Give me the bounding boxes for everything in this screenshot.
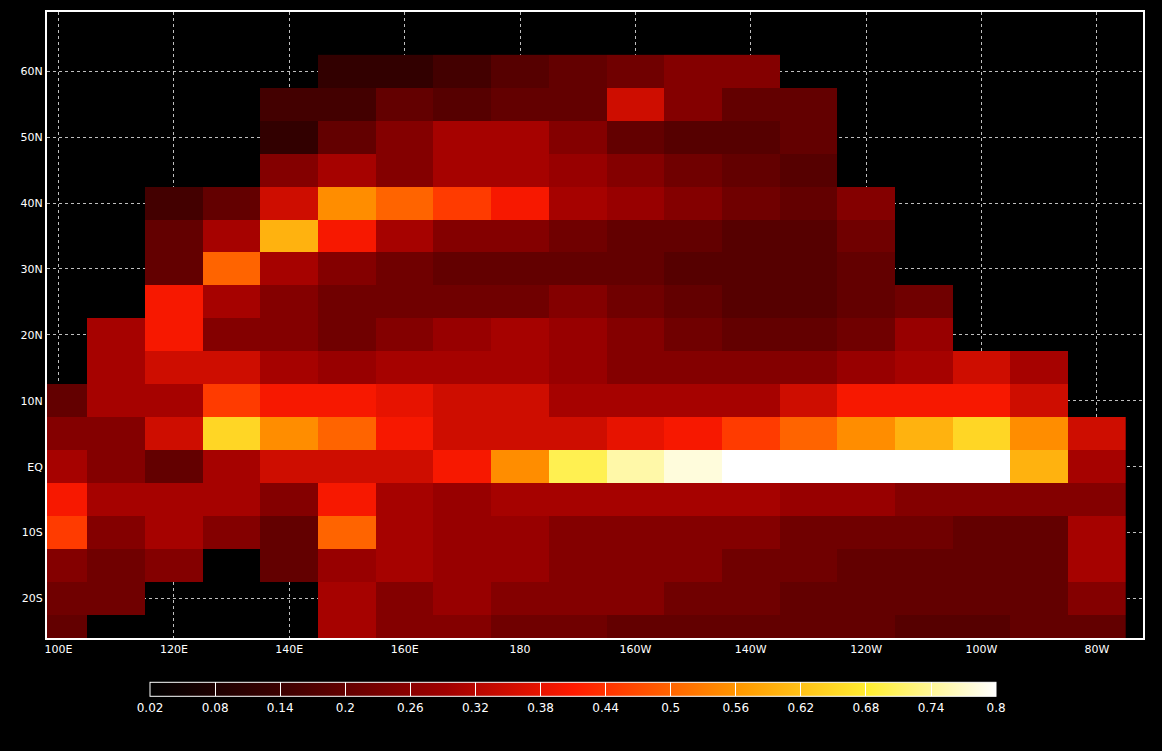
svg-text:160E: 160E xyxy=(391,643,419,656)
svg-text:0.32: 0.32 xyxy=(462,701,489,715)
svg-text:0.68: 0.68 xyxy=(853,701,880,715)
svg-text:10S: 10S xyxy=(22,526,43,539)
svg-text:80W: 80W xyxy=(1084,643,1109,656)
svg-text:40N: 40N xyxy=(21,197,43,210)
svg-text:0.74: 0.74 xyxy=(918,701,945,715)
svg-text:10N: 10N xyxy=(21,395,43,408)
svg-text:0.56: 0.56 xyxy=(722,701,749,715)
svg-text:0.26: 0.26 xyxy=(397,701,424,715)
svg-text:120E: 120E xyxy=(160,643,188,656)
svg-text:0.14: 0.14 xyxy=(267,701,294,715)
svg-text:100E: 100E xyxy=(45,643,73,656)
svg-text:30N: 30N xyxy=(21,263,43,276)
svg-text:120W: 120W xyxy=(850,643,882,656)
svg-text:50N: 50N xyxy=(21,131,43,144)
svg-text:180: 180 xyxy=(510,643,531,656)
svg-text:0.5: 0.5 xyxy=(661,701,680,715)
svg-text:0.2: 0.2 xyxy=(336,701,355,715)
svg-text:140E: 140E xyxy=(275,643,303,656)
svg-text:20N: 20N xyxy=(21,329,43,342)
svg-text:0.62: 0.62 xyxy=(787,701,814,715)
svg-text:0.44: 0.44 xyxy=(592,701,619,715)
svg-text:20S: 20S xyxy=(22,592,43,605)
svg-text:0.02: 0.02 xyxy=(137,701,164,715)
svg-text:140W: 140W xyxy=(735,643,767,656)
svg-text:60N: 60N xyxy=(21,65,43,78)
svg-text:0.08: 0.08 xyxy=(202,701,229,715)
svg-text:100W: 100W xyxy=(966,643,998,656)
svg-text:EQ: EQ xyxy=(27,461,43,474)
svg-text:0.38: 0.38 xyxy=(527,701,554,715)
svg-text:0.8: 0.8 xyxy=(987,701,1006,715)
svg-text:160W: 160W xyxy=(619,643,651,656)
